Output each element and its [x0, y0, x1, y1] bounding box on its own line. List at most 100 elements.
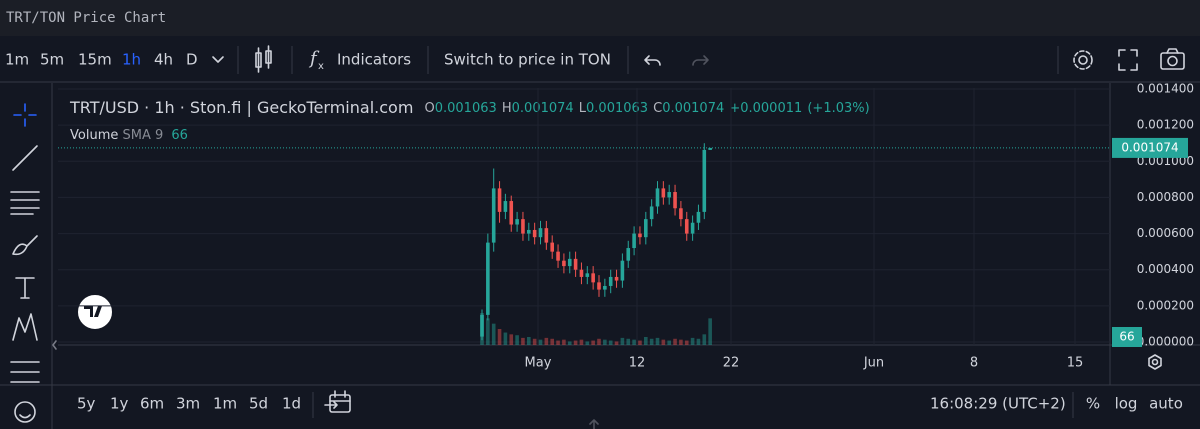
- volume-bar: [608, 340, 613, 345]
- candle-body: [597, 282, 601, 290]
- scale-option[interactable]: %: [1086, 395, 1100, 413]
- last-price-box: [1112, 137, 1188, 158]
- candle-body: [644, 219, 648, 238]
- y-tick-label: 0.000600: [1137, 226, 1194, 240]
- range-button[interactable]: 1y: [110, 395, 129, 413]
- candle-body: [614, 276, 619, 281]
- range-button[interactable]: 5y: [77, 395, 96, 413]
- candle-body: [626, 248, 631, 261]
- volume-bar: [597, 338, 601, 345]
- volume-bar: [491, 323, 496, 345]
- candle-body: [538, 228, 543, 238]
- volume-bar: [527, 337, 531, 345]
- fullscreen-button[interactable]: [1118, 49, 1138, 71]
- volume-bar: [497, 329, 502, 345]
- indicators-button[interactable]: Indicators: [337, 51, 411, 69]
- volume-bar: [690, 337, 695, 345]
- collapse-toolbar[interactable]: [52, 340, 57, 350]
- crosshair-tool[interactable]: [13, 103, 37, 127]
- volume-bar: [509, 334, 514, 345]
- y-tick-label: 0.000200: [1137, 298, 1194, 312]
- interval-button[interactable]: 5m: [40, 51, 64, 69]
- interval-button[interactable]: 15m: [78, 51, 112, 69]
- volume-indicator: SMA 9: [123, 128, 164, 143]
- candle-body: [567, 258, 572, 267]
- low-value: 0.001063: [586, 101, 648, 116]
- candle-body: [491, 188, 496, 243]
- clock: 16:08:29 (UTC+2): [930, 395, 1066, 413]
- candle-body: [690, 222, 695, 234]
- range-button[interactable]: 1d: [282, 395, 301, 413]
- pattern-tool[interactable]: [12, 313, 38, 341]
- text-tool[interactable]: [15, 277, 35, 299]
- emoji-tool[interactable]: [14, 401, 36, 423]
- volume-bar: [579, 339, 584, 345]
- volume-legend: Volume SMA 9 66: [70, 128, 188, 143]
- volume-bar: [538, 339, 543, 345]
- interval-button[interactable]: 4h: [154, 51, 173, 69]
- range-button[interactable]: 3m: [176, 395, 200, 413]
- go-to-date-button[interactable]: [324, 390, 351, 413]
- candle-body: [684, 219, 689, 234]
- candle-body: [702, 149, 707, 212]
- screenshot-button[interactable]: [1160, 48, 1185, 70]
- brush-tool[interactable]: [12, 235, 38, 256]
- settings-button[interactable]: [1073, 50, 1093, 70]
- scale-option[interactable]: log: [1115, 395, 1138, 413]
- candle-body: [632, 233, 636, 249]
- range-button[interactable]: 1m: [213, 395, 237, 413]
- volume-bar: [591, 340, 595, 345]
- volume-bar: [521, 337, 525, 345]
- volume-bar: [550, 338, 554, 345]
- x-tick-label: 12: [629, 356, 646, 371]
- volume-bar: [562, 339, 566, 345]
- volume-bar: [679, 339, 683, 345]
- measure-tool[interactable]: [10, 361, 40, 383]
- trend-line-tool[interactable]: [12, 145, 38, 171]
- undo-button[interactable]: [644, 55, 661, 66]
- candle-body: [673, 192, 677, 209]
- drawing-tools: [10, 103, 57, 423]
- volume-bar: [649, 338, 654, 345]
- candle-body: [532, 229, 537, 238]
- low-label: L: [579, 101, 587, 116]
- volume-bar: [614, 341, 619, 345]
- volume-bar: [544, 337, 549, 345]
- candle-body: [585, 273, 590, 277]
- candle-body: [667, 192, 671, 198]
- close-value: 0.001074: [662, 101, 724, 116]
- interval-menu[interactable]: [212, 56, 224, 63]
- candle-body: [655, 188, 660, 207]
- open-value: 0.001063: [435, 101, 497, 116]
- volume-bar: [503, 332, 508, 345]
- candle-body: [661, 188, 666, 198]
- page-title: TRT/TON Price Chart: [6, 10, 166, 26]
- interval-button[interactable]: 1m: [5, 51, 29, 69]
- volume-bar: [567, 341, 572, 345]
- change: +0.000011: [729, 101, 802, 116]
- volume-bar: [673, 338, 677, 345]
- switch-price-button[interactable]: Switch to price in TON: [444, 51, 611, 69]
- volume-bar: [556, 340, 560, 345]
- interval-button[interactable]: 1h: [122, 51, 141, 69]
- x-tick-label: May: [525, 356, 552, 371]
- title-bar: [0, 0, 1200, 36]
- y-tick-label: 0.001400: [1137, 82, 1194, 96]
- legend: TRT/USD · 1h · Ston.fi | GeckoTerminal.c…: [69, 98, 870, 117]
- redo-button[interactable]: [692, 55, 709, 66]
- scale-option[interactable]: auto: [1149, 395, 1183, 413]
- range-button[interactable]: 5d: [249, 395, 268, 413]
- chart-type-button[interactable]: [255, 45, 272, 73]
- volume-bar: [702, 334, 707, 345]
- volume-label: Volume: [70, 128, 118, 143]
- interval-button[interactable]: D: [186, 51, 198, 69]
- fib-tool[interactable]: [10, 191, 40, 215]
- volume-value: 66: [171, 128, 188, 143]
- volume-bar: [603, 339, 607, 345]
- range-button[interactable]: 6m: [140, 395, 164, 413]
- open-label: O: [425, 101, 435, 116]
- expand-handle[interactable]: [589, 419, 599, 429]
- candle-body: [708, 147, 712, 150]
- time-axis-settings[interactable]: [1148, 354, 1162, 370]
- x-tick-label: Jun: [863, 356, 884, 371]
